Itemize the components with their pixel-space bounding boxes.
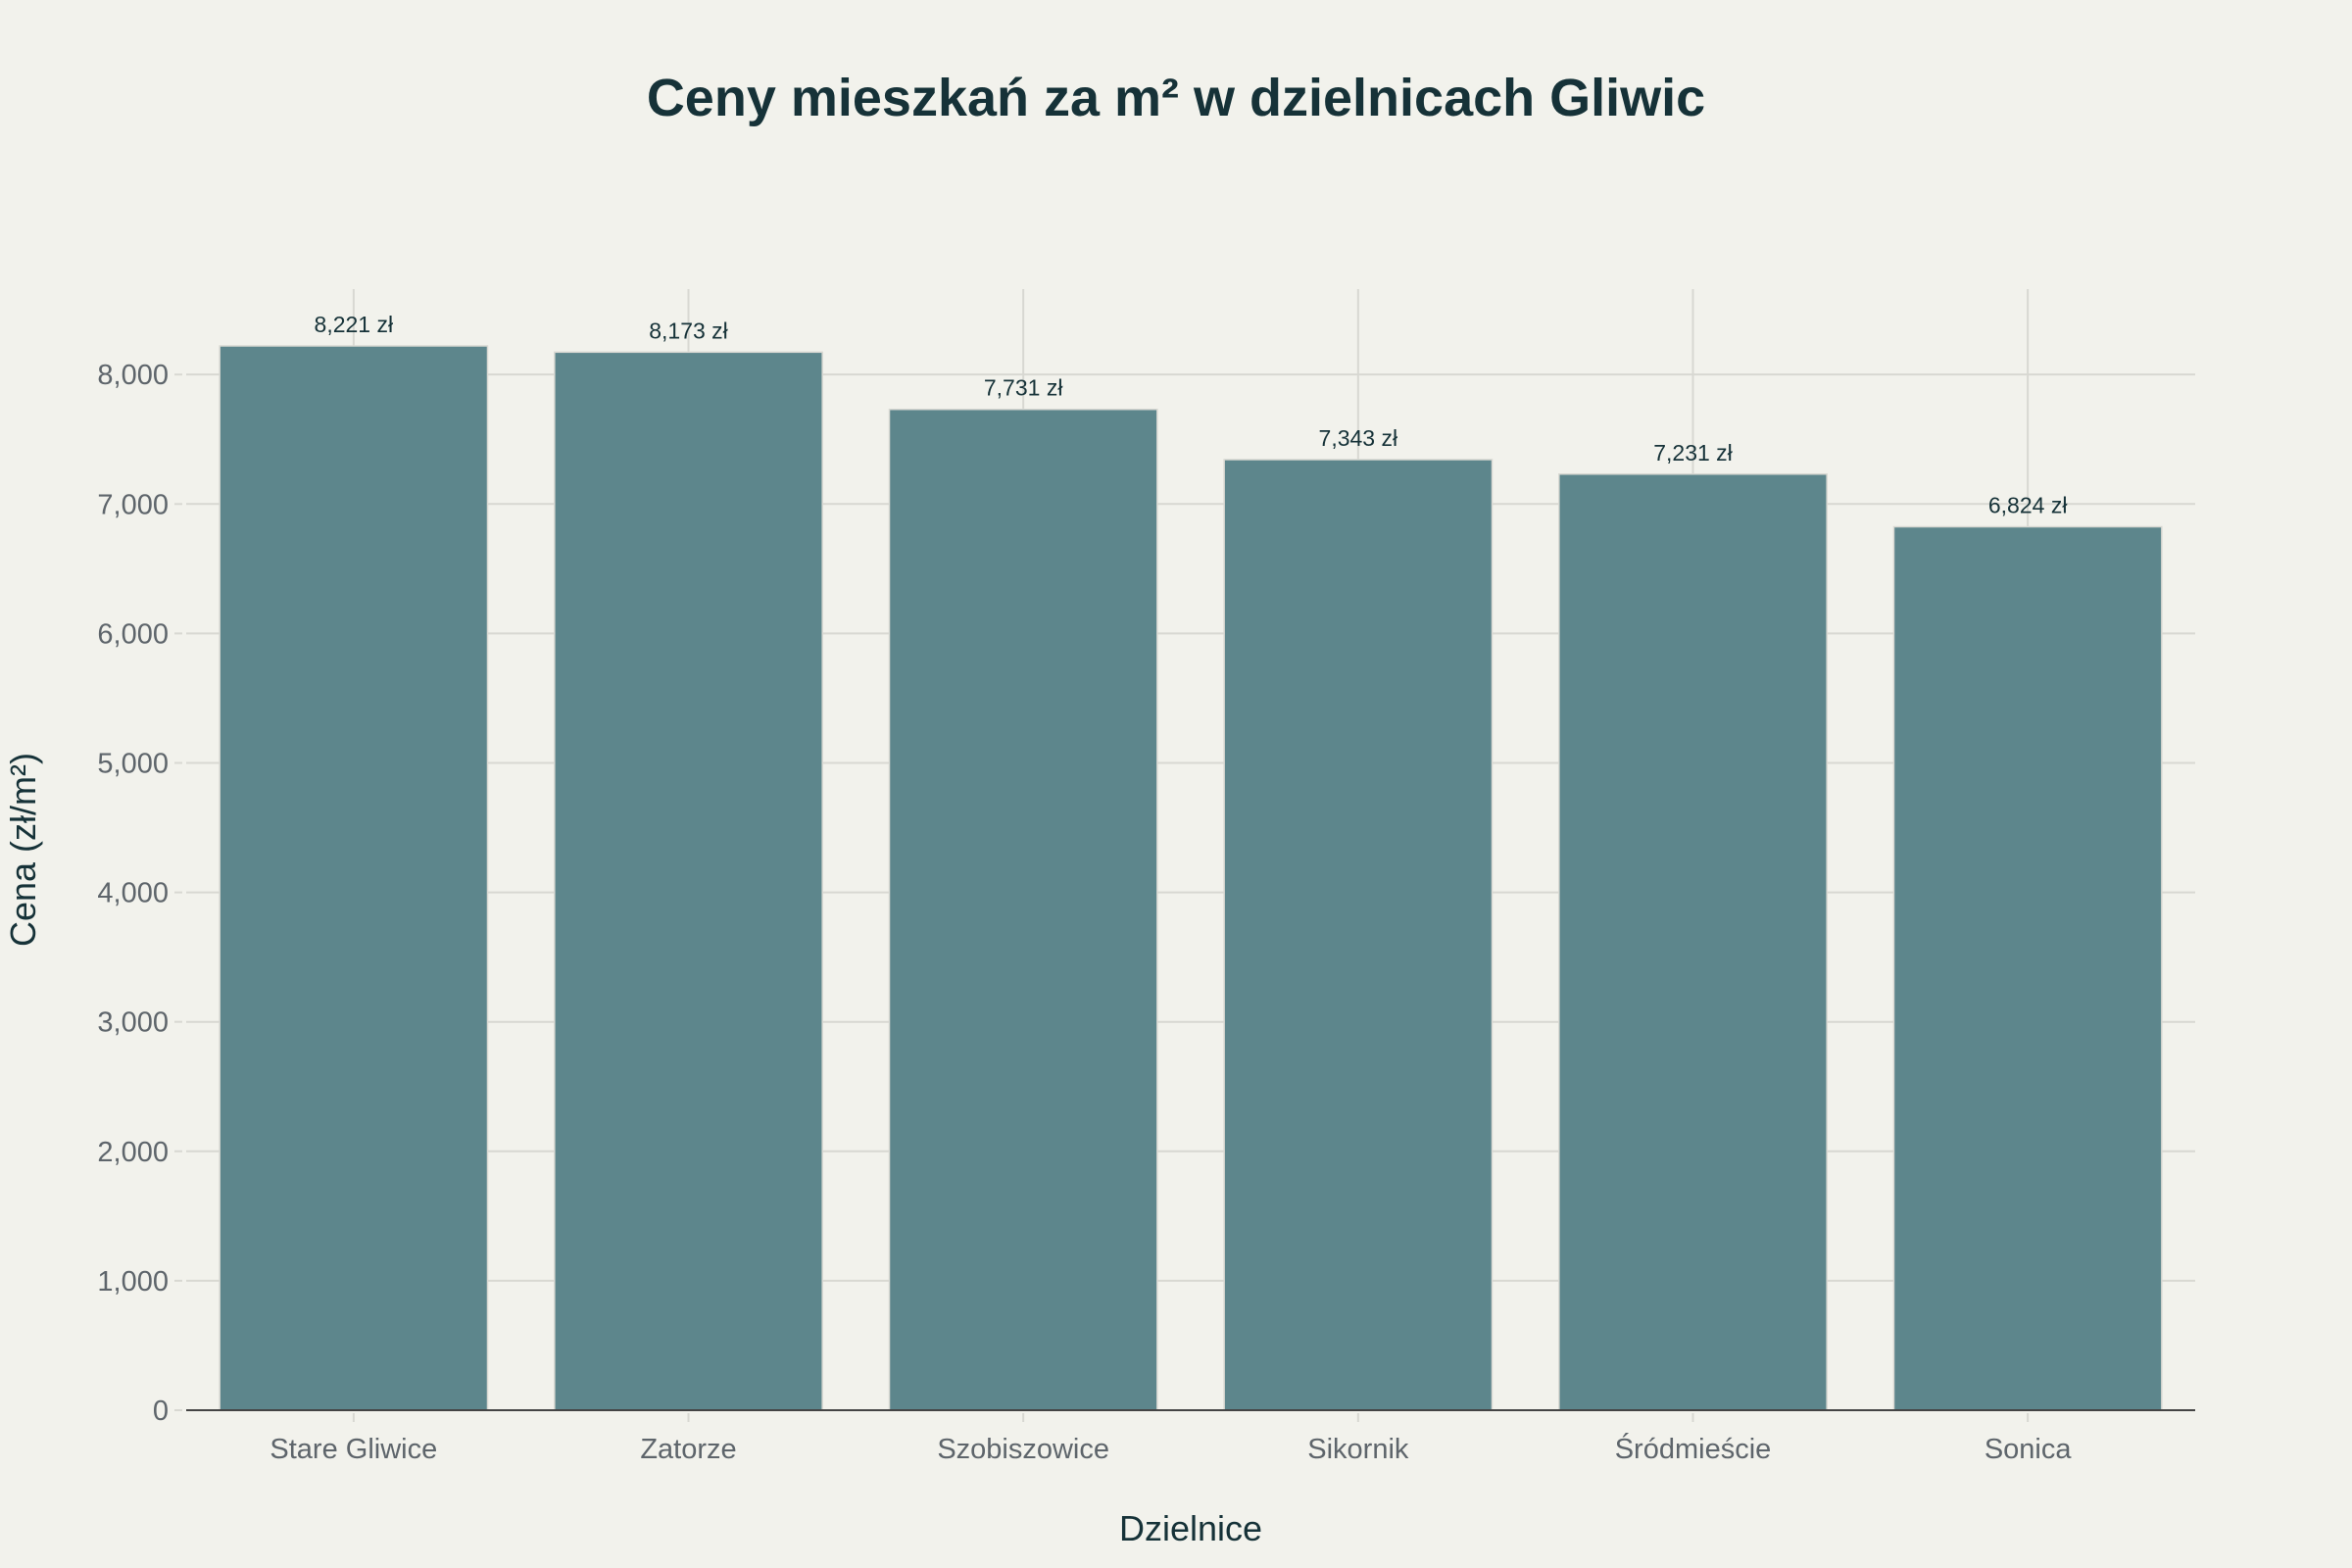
bars: 8,221 zł 8,173 zł 7,731 zł 7,343 zł 7,231 zł… [219, 312, 2163, 1411]
y-tick-label: 6,000 [97, 618, 169, 650]
bar [1558, 473, 1828, 1411]
data-label: 6,824 zł [1988, 493, 2068, 518]
x-axis-ticks: Stare Gliwice Zatorze Szobiszowice Sikornik… [270, 1413, 2072, 1465]
data-label: 8,173 zł [649, 318, 728, 343]
x-tick-label: Zatorze [640, 1434, 736, 1465]
x-tick-label: Śródmieście [1615, 1432, 1772, 1465]
x-tick-label: Sonica [1984, 1434, 2073, 1465]
y-tick-label: 3,000 [97, 1007, 169, 1039]
bar [1223, 459, 1494, 1411]
y-tick-label: 2,000 [97, 1137, 169, 1168]
x-tick-label: Szobiszowice [937, 1434, 1109, 1465]
y-tick-label: 5,000 [97, 748, 169, 779]
x-tick-label: Stare Gliwice [270, 1434, 437, 1465]
bar [554, 351, 823, 1411]
y-tick-label: 4,000 [97, 878, 169, 909]
y-tick-label: 1,000 [97, 1266, 169, 1298]
y-axis-ticks: 0 1,000 2,000 3,000 4,000 5,000 6,000 7,000 8,00… [97, 360, 182, 1427]
bar [1892, 525, 2163, 1411]
y-tick-label: 8,000 [97, 360, 169, 391]
data-label: 8,221 zł [315, 312, 394, 337]
data-label: 7,343 zł [1319, 425, 1398, 451]
chart-title: Ceny mieszkań za m² w dzielnicach Gliwic [647, 69, 1705, 127]
bar [219, 345, 489, 1411]
y-axis-title: Cena (zł/m²) [3, 753, 43, 947]
data-label: 7,231 zł [1653, 440, 1733, 466]
x-tick-label: Sikornik [1307, 1434, 1409, 1465]
bar [888, 408, 1158, 1411]
x-axis-title: Dzielnice [1119, 1508, 1262, 1548]
y-tick-label: 0 [153, 1396, 169, 1427]
data-label: 7,731 zł [984, 375, 1063, 401]
y-tick-label: 7,000 [97, 489, 169, 520]
